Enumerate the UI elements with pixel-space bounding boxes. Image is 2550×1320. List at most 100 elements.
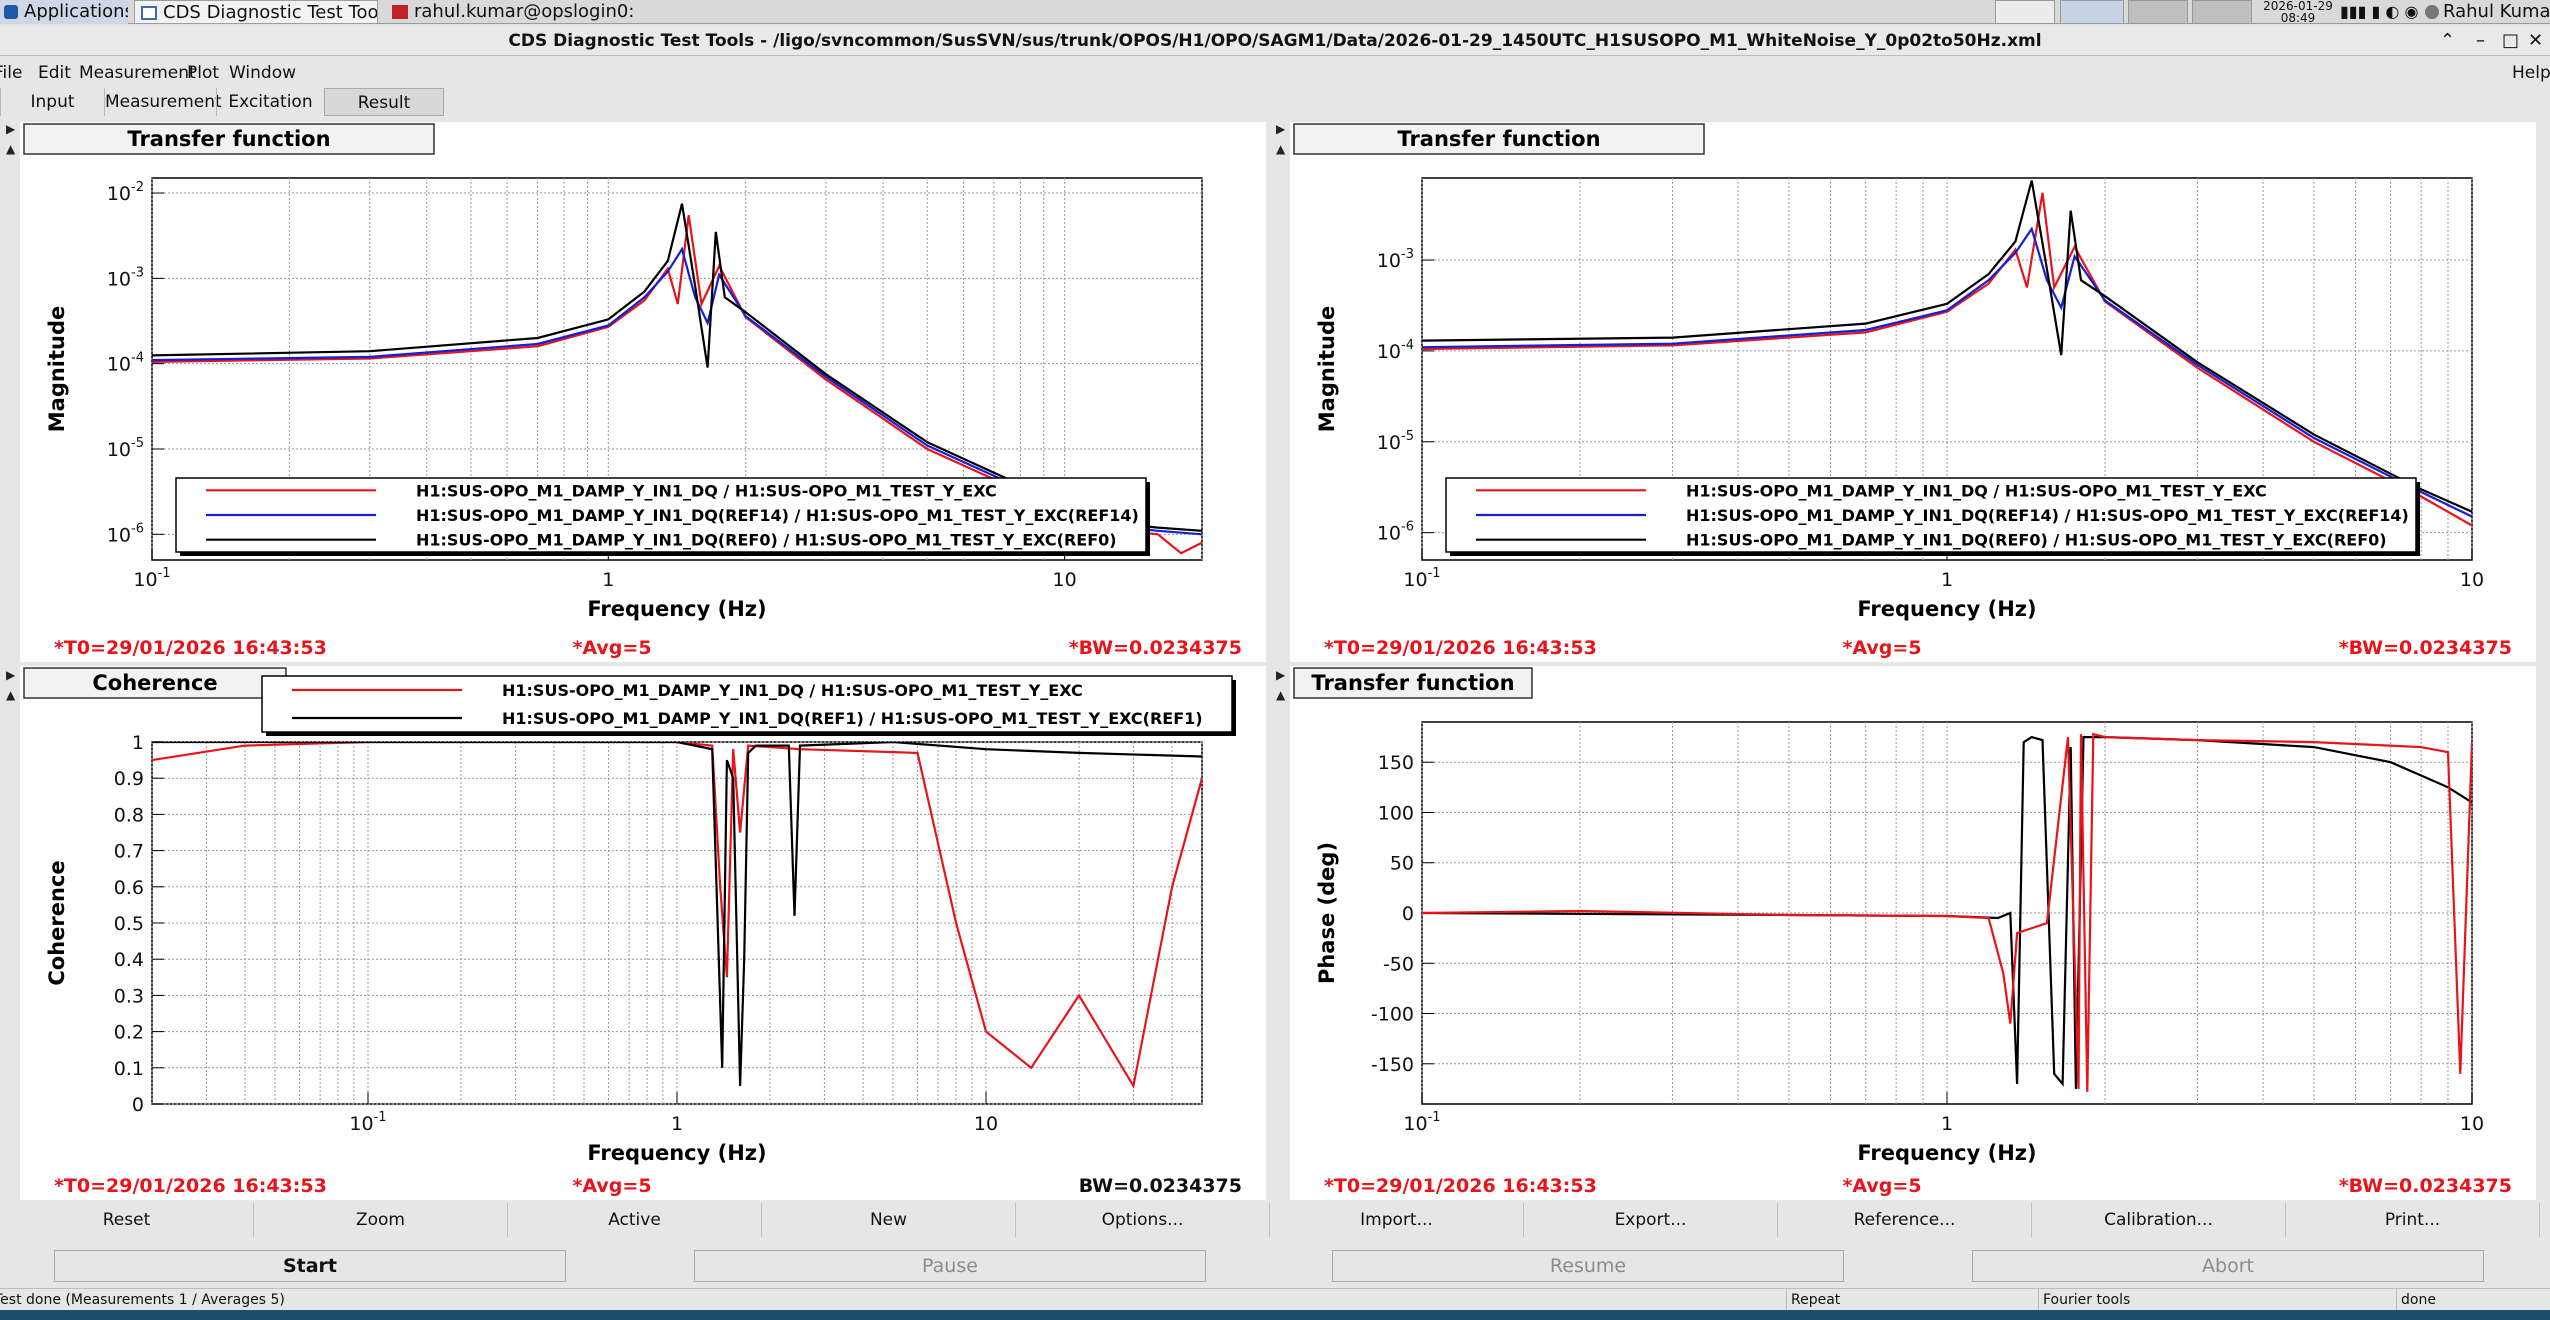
applications-menu[interactable]: Applications [0,0,128,24]
power-icon[interactable]: ◐ [2385,2,2400,21]
abort-button[interactable]: Abort [1972,1250,2484,1282]
panel-title: Transfer function [1293,123,1705,155]
plot-canvas[interactable]: Transfer function 10-1 1 10 150 100 50 0 -50 -100… [1290,666,2536,1200]
legend-entry-2: H1:SUS-OPO_M1_DAMP_Y_IN1_DQ(REF0) / H1:S… [416,531,1117,550]
plot-pad-phase[interactable]: Transfer function 10-1 1 10 150 100 50 0 -50 -100… [1290,666,2536,1200]
workspace-4[interactable] [2192,0,2252,24]
footer-t0: *T0=29/01/2026 16:43:53 [1324,637,1597,659]
task-terminal[interactable]: rahul.kumar@opslogin0: /... [386,0,636,24]
y-tick-label: 10-6 [1377,520,1414,545]
legend-entry-0: H1:SUS-OPO_M1_DAMP_Y_IN1_DQ / H1:SUS-OPO… [416,481,997,500]
x-tick-label: 10 [2460,569,2484,591]
panel-title: Transfer function [23,123,435,155]
workspace-2[interactable] [2060,0,2124,24]
workspace-1[interactable] [1995,0,2055,24]
footer-t0: *T0=29/01/2026 16:43:53 [54,637,327,659]
close-button[interactable]: ✕ [2528,30,2544,51]
window-icon [141,6,157,20]
tab-measurement[interactable]: Measurement [104,88,222,116]
panel-title-text: Coherence [92,671,217,695]
expand-arrow-icon[interactable]: ▶ [6,668,16,682]
collapse-arrow-icon[interactable]: ▲ [1276,688,1286,702]
x-tick-label: 1 [1941,569,1953,591]
maximize-button[interactable]: □ [2502,30,2520,51]
menu-edit[interactable]: Edit [38,63,71,83]
legend: H1:SUS-OPO_M1_DAMP_Y_IN1_DQ / H1:SUS-OPO… [175,477,1150,556]
panel-title-box [23,667,287,699]
expand-arrow-icon[interactable]: ▶ [6,122,16,136]
calibration-button[interactable]: Calibration... [2032,1203,2286,1237]
options-button[interactable]: Options... [1016,1203,1270,1237]
task-label: rahul.kumar@opslogin0: /... [414,1,636,22]
menu-window[interactable]: Window [229,63,297,83]
expand-arrow-icon[interactable]: ▶ [1276,668,1286,682]
footer-t0: *T0=29/01/2026 16:43:53 [1324,1175,1597,1197]
footer-avg: *Avg=5 [1842,1175,1921,1197]
active-button[interactable]: Active [508,1203,762,1237]
pause-button[interactable]: Pause [694,1250,1206,1282]
terminal-icon [392,5,408,19]
plot-canvas[interactable]: Transfer function 10-1 1 10 10-3 10-4 10-5 10-6… [1290,122,2536,662]
tab-result[interactable]: Result [324,88,444,116]
status-repeat: Repeat [1786,1289,1840,1311]
expand-arrow-icon[interactable]: ▶ [1276,122,1286,136]
collapse-arrow-icon[interactable]: ▲ [6,688,16,702]
collapse-arrow-icon[interactable]: ▲ [6,142,16,156]
series-line-1 [1422,226,2472,518]
menu-plot[interactable]: Plot [187,63,220,83]
applications-icon [4,5,18,19]
shade-button[interactable]: ⌃ [2440,30,2456,51]
plot-pad-coherence[interactable]: Coherence 10-1 1 10 0 0.1 0.2 0.3 0.4 0.5 0.6 0.7 0.… [20,666,1266,1200]
start-button[interactable]: Start [54,1250,566,1282]
status-bar: Test done (Measurements 1 / Averages 5) … [0,1288,2550,1311]
footer-avg: *Avg=5 [572,1175,651,1197]
panel-title-text: Transfer function [1397,127,1600,151]
reset-button[interactable]: Reset [0,1203,254,1237]
y-tick-label: -100 [1371,1004,1414,1026]
plot-pad-magnitude[interactable]: Transfer function 10-1 1 10 10-2 10-3 10-4 10-5… [20,122,1266,662]
import-button[interactable]: Import... [1270,1203,1524,1237]
menu-file[interactable]: File [0,63,23,83]
export-button[interactable]: Export... [1524,1203,1778,1237]
y-axis-label: Phase (deg) [1315,842,1339,984]
reference-button[interactable]: Reference... [1778,1203,2032,1237]
workspace-3[interactable] [2128,0,2188,24]
taskbar: Applications CDS Diagnostic Test Tools .… [0,0,2550,24]
new-button[interactable]: New [762,1203,1016,1237]
y-tick-label: 0 [132,1094,144,1116]
network-icon[interactable]: ▮▮▮ [2340,2,2367,21]
tab-excitation[interactable]: Excitation [216,88,324,116]
minimize-button[interactable]: – [2476,30,2485,51]
menu-help[interactable]: Help [2512,63,2550,83]
panel-title-box [1293,123,1705,155]
status-fourier: Fourier tools [2038,1289,2130,1311]
panel-title-text: Transfer function [1311,671,1514,695]
series-line-2 [1422,180,2472,513]
y-tick-label: 0 [1402,903,1414,925]
plot-canvas[interactable]: Coherence 10-1 1 10 0 0.1 0.2 0.3 0.4 0.5 0.6 0.7 0.… [20,666,1266,1200]
y-tick-label: 10-3 [1377,247,1414,272]
user-menu[interactable]: Rahul Kumar [2425,0,2550,24]
y-tick-label: 10-4 [107,351,144,376]
y-tick-label: 100 [1378,802,1414,824]
y-axis-label: Magnitude [1315,306,1339,433]
volume-icon[interactable]: ◉ [2404,2,2419,21]
x-tick-label: 10-1 [1403,1110,1440,1135]
menu-measurement[interactable]: Measurement [79,63,196,83]
tray-icons: ▮▮▮ ▮ ◐ ◉ [2340,0,2440,24]
clock[interactable]: 2026-01-29 08:49 [2258,0,2338,24]
legend: H1:SUS-OPO_M1_DAMP_Y_IN1_DQ / H1:SUS-OPO… [1445,477,2420,556]
resume-button[interactable]: Resume [1332,1250,1844,1282]
plot-canvas[interactable]: Transfer function 10-1 1 10 10-2 10-3 10-4 10-5… [20,122,1266,662]
battery-icon[interactable]: ▮ [2371,2,2381,21]
print-button[interactable]: Print... [2286,1203,2540,1237]
x-tick-label: 1 [1941,1113,1953,1135]
collapse-arrow-icon[interactable]: ▲ [1276,142,1286,156]
y-tick-label: 10-6 [107,521,144,546]
task-cds-diag[interactable]: CDS Diagnostic Test Tools ... [134,0,378,24]
series-line-0 [152,742,1202,1089]
zoom-button[interactable]: Zoom [254,1203,508,1237]
tab-input[interactable]: Input [0,88,104,116]
y-tick-label: 10-5 [1377,429,1414,454]
plot-pad-magnitude-2[interactable]: Transfer function 10-1 1 10 10-3 10-4 10-5 10-6… [1290,122,2536,662]
